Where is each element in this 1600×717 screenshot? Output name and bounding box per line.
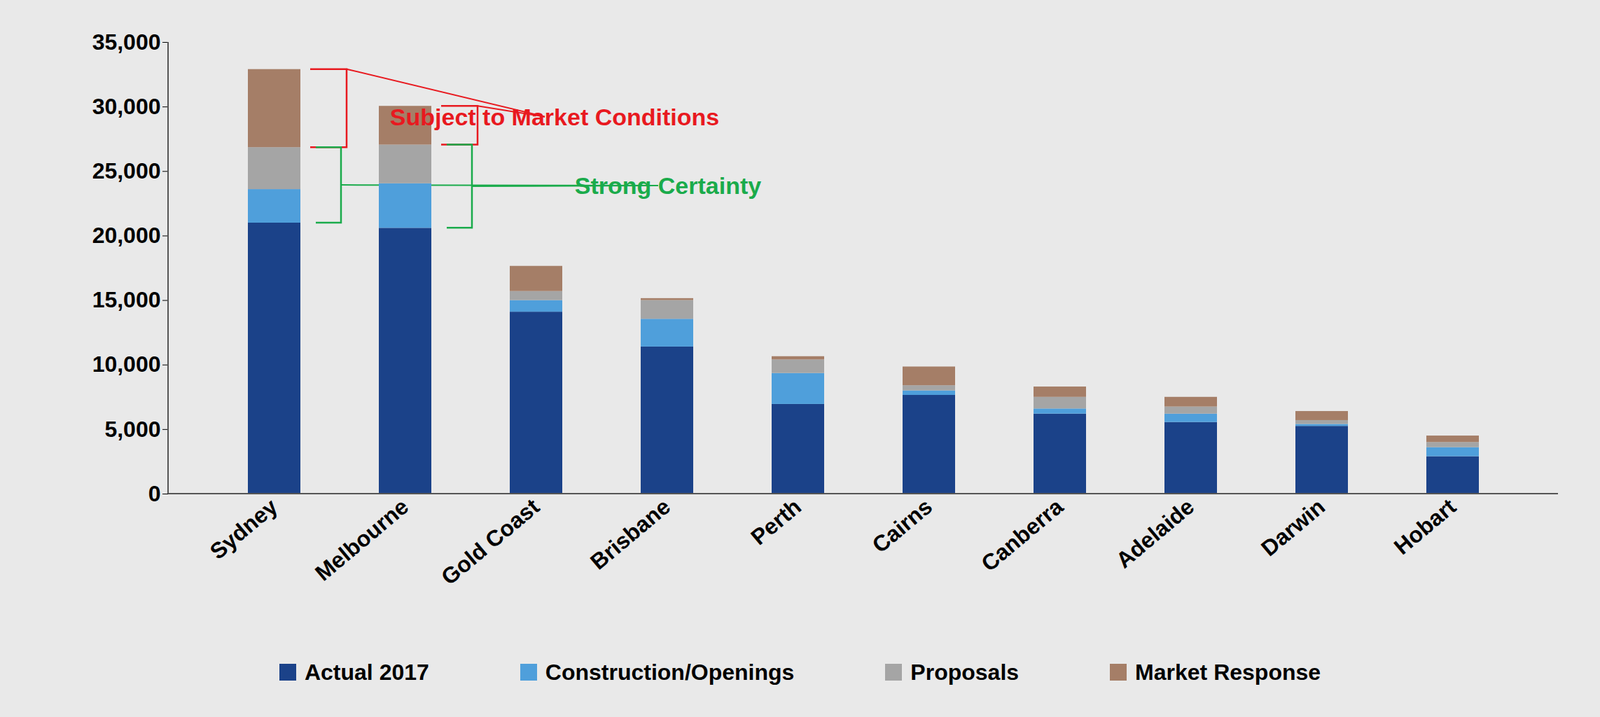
svg-text:20,000: 20,000 bbox=[92, 222, 162, 248]
svg-text:15,000: 15,000 bbox=[92, 287, 162, 313]
svg-text:0: 0 bbox=[148, 481, 162, 507]
svg-text:25,000: 25,000 bbox=[92, 158, 162, 184]
svg-text:Melbourne: Melbourne bbox=[310, 493, 414, 587]
svg-text:Strong Certainty: Strong Certainty bbox=[574, 172, 762, 199]
svg-text:Subject to Market Conditions: Subject to Market Conditions bbox=[390, 103, 720, 131]
svg-text:Darwin: Darwin bbox=[1256, 493, 1330, 561]
svg-text:Sydney: Sydney bbox=[205, 493, 283, 565]
svg-text:30,000: 30,000 bbox=[92, 93, 162, 120]
svg-text:Canberra: Canberra bbox=[976, 493, 1068, 577]
svg-text:Cairns: Cairns bbox=[867, 493, 937, 559]
html-text:Proposals: Proposals bbox=[910, 659, 1019, 685]
html-text:Actual 2017: Actual 2017 bbox=[304, 659, 430, 685]
svg-text:10,000: 10,000 bbox=[92, 351, 162, 377]
svg-text:Brisbane: Brisbane bbox=[585, 493, 676, 575]
svg-text:Perth: Perth bbox=[745, 493, 806, 550]
svg-text:Gold Coast: Gold Coast bbox=[436, 493, 545, 591]
svg-text:35,000: 35,000 bbox=[92, 29, 162, 55]
svg-text:Adelaide: Adelaide bbox=[1111, 493, 1199, 573]
html-text:Construction/Openings: Construction/Openings bbox=[545, 659, 795, 685]
svg-text:Hobart: Hobart bbox=[1389, 493, 1461, 560]
svg-text:5,000: 5,000 bbox=[104, 416, 161, 442]
html-text:Market Response: Market Response bbox=[1135, 659, 1321, 685]
